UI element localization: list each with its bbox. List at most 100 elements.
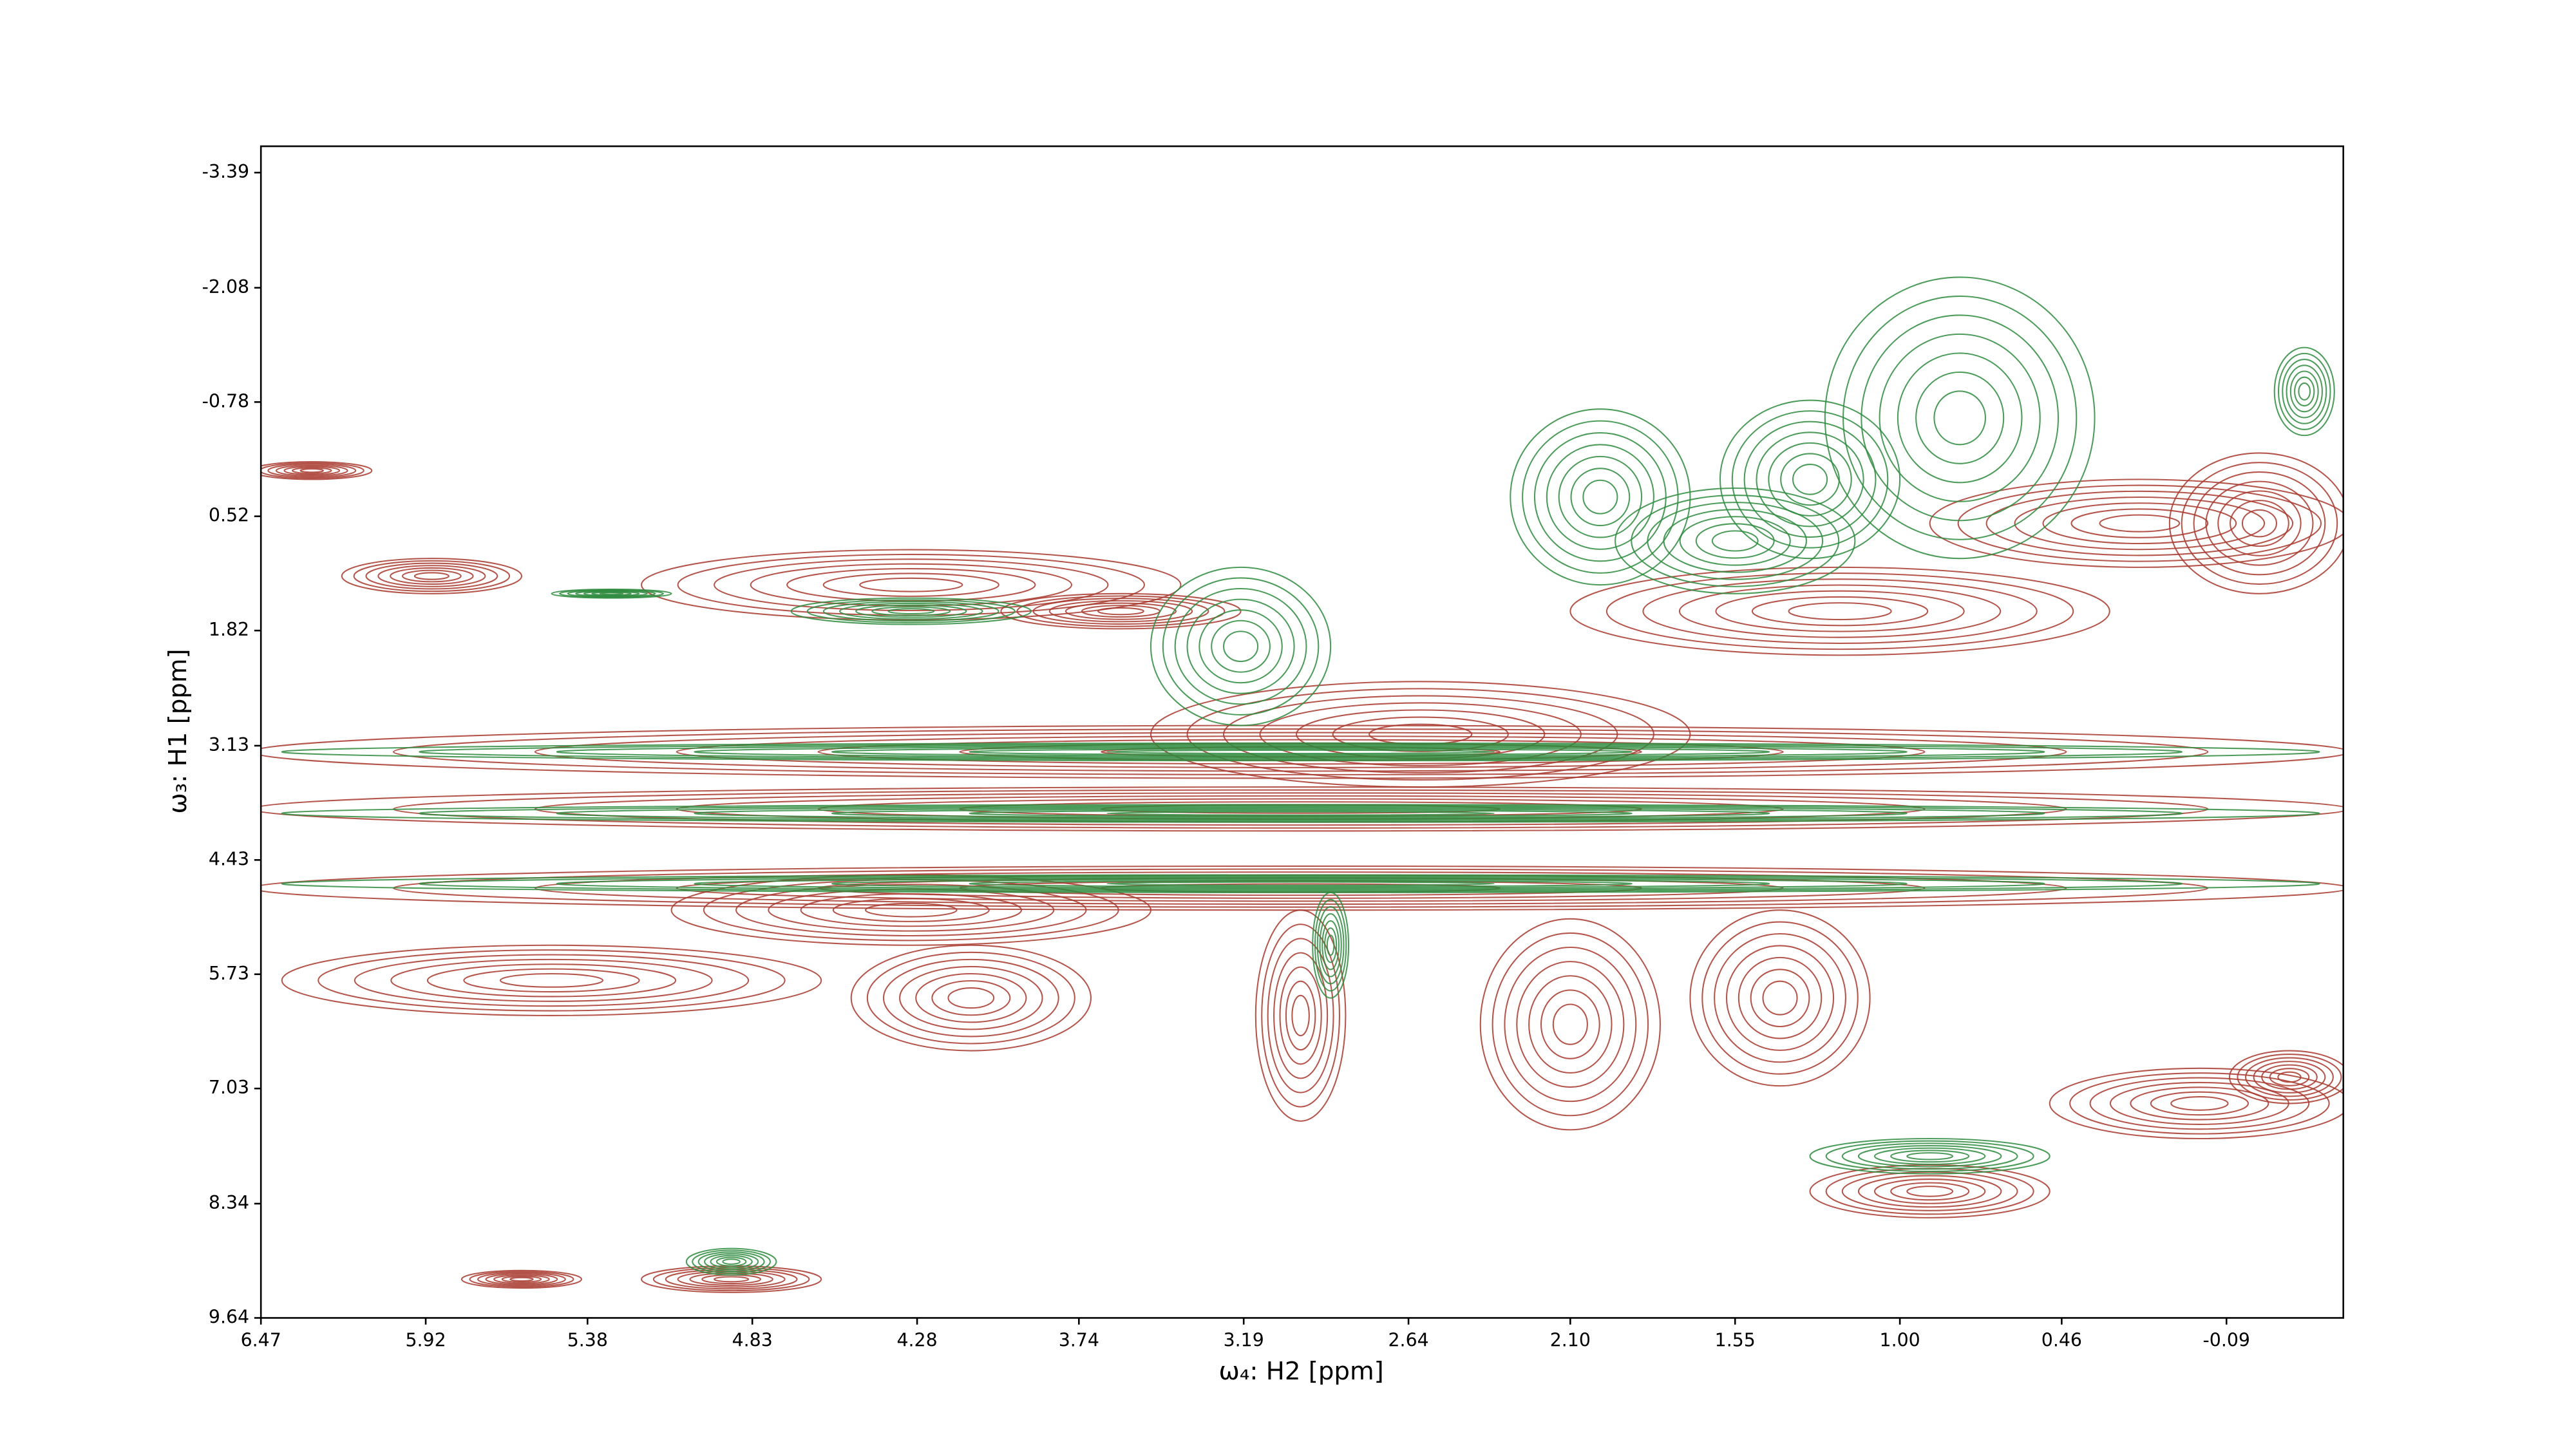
contour-line <box>1985 490 2294 556</box>
contour-peak <box>790 597 1032 625</box>
contour-line <box>1957 484 2322 562</box>
contour-line <box>1316 905 1345 985</box>
contour-peak <box>281 874 2320 893</box>
contour-peak <box>2228 1050 2344 1104</box>
contour-line <box>855 604 967 618</box>
contour-line <box>871 606 951 616</box>
contour-line <box>859 577 963 592</box>
contour-line <box>806 599 1016 623</box>
contour-line <box>1841 1171 2018 1211</box>
contour-line <box>2253 1061 2326 1094</box>
contour-line <box>2273 346 2335 437</box>
contour-line <box>1906 1186 1954 1197</box>
contour-line <box>2277 1071 2302 1083</box>
contour-line <box>1546 444 1654 550</box>
contour-line <box>1768 442 1852 516</box>
contour-peak <box>460 1269 583 1289</box>
contour-line <box>1259 702 1582 766</box>
contour-line <box>341 558 522 594</box>
contour-line <box>1750 969 1810 1028</box>
contour-peak <box>850 944 1092 1052</box>
contour-line <box>850 944 1092 1052</box>
contour-line <box>2269 1068 2310 1086</box>
contour-line <box>1842 295 2078 540</box>
x-axis-label: ω₄: H2 [ppm] <box>1219 1357 1384 1386</box>
contour-line <box>1000 592 1242 630</box>
contour-peak <box>1510 408 1691 586</box>
y-tick-label: -2.08 <box>202 276 249 298</box>
contour-line <box>493 1274 550 1284</box>
contour-line <box>1701 921 1859 1075</box>
contour-line <box>2069 1072 2330 1135</box>
contour-line <box>831 808 1770 819</box>
contour-peak <box>341 558 522 594</box>
contour-line <box>1642 578 2038 644</box>
x-tick-label: 4.28 <box>896 1330 937 1351</box>
contour-line <box>1106 811 1495 816</box>
contour-line <box>1106 749 1495 755</box>
contour-line <box>2298 382 2311 401</box>
contour-line <box>1725 945 1835 1051</box>
contour-line <box>261 461 373 480</box>
contour-line <box>831 878 1770 889</box>
contour-peak <box>1809 1164 2050 1218</box>
contour-line <box>477 1272 566 1287</box>
contour-line <box>401 569 462 583</box>
contour-line <box>353 560 511 592</box>
contour-line <box>768 888 1055 932</box>
contour-line <box>460 1269 583 1289</box>
contour-line <box>281 742 2320 762</box>
contour-line <box>2217 490 2302 556</box>
y-tick-label: -3.39 <box>202 161 249 182</box>
contour-line <box>735 884 1087 937</box>
y-axis-label: ω₃: H1 [ppm] <box>164 649 193 813</box>
contour-line <box>866 951 1075 1045</box>
contour-peak <box>1150 681 1691 788</box>
contour-line <box>790 597 1032 625</box>
contour-line <box>1689 909 1871 1087</box>
contour-line <box>1738 956 1823 1039</box>
contour-line <box>1719 399 1901 560</box>
contour-peak <box>1809 1137 2050 1175</box>
contour-peak <box>1150 566 1332 726</box>
contour-line <box>1150 681 1691 788</box>
contour-line <box>2099 514 2181 533</box>
contour-line <box>1368 723 1473 745</box>
contour-line <box>676 735 1926 768</box>
contour-peak <box>1929 478 2344 568</box>
contour-line <box>915 972 1027 1023</box>
contour-line <box>839 602 983 620</box>
contour-line <box>2130 1086 2269 1121</box>
y-tick-label: -0.78 <box>202 390 249 412</box>
y-tick-label: 9.64 <box>209 1306 249 1327</box>
y-tick-label: 7.03 <box>209 1077 249 1098</box>
x-tick-label: 4.83 <box>732 1330 773 1351</box>
contour-line <box>692 1249 772 1274</box>
contour-line <box>1874 1147 1986 1165</box>
contour-line <box>2261 1064 2318 1090</box>
contour-line <box>899 965 1043 1030</box>
contour-line <box>1186 598 1295 694</box>
contour-line <box>969 810 1633 817</box>
contour-line <box>1319 913 1342 978</box>
y-tick-label: 5.73 <box>209 963 249 984</box>
contour-line <box>1762 980 1798 1016</box>
contour-line <box>1792 464 1828 495</box>
contour-peak <box>2168 452 2344 594</box>
contour-line <box>390 567 474 585</box>
contour-line <box>969 748 1633 755</box>
contour-line <box>2181 462 2338 585</box>
contour-line <box>1809 1164 2050 1218</box>
contour-line <box>377 565 486 587</box>
contour-line <box>714 558 1109 612</box>
contour-line <box>1065 602 1177 620</box>
y-tick-label: 1.82 <box>209 619 249 640</box>
contour-line <box>485 1273 558 1285</box>
contour-line <box>261 462 365 479</box>
contour-line <box>1492 932 1649 1117</box>
contour-line <box>267 463 357 478</box>
contour-line <box>393 728 2209 775</box>
contour-line <box>694 746 1908 758</box>
contour-line <box>1915 371 2005 464</box>
contour-line <box>1324 927 1338 963</box>
